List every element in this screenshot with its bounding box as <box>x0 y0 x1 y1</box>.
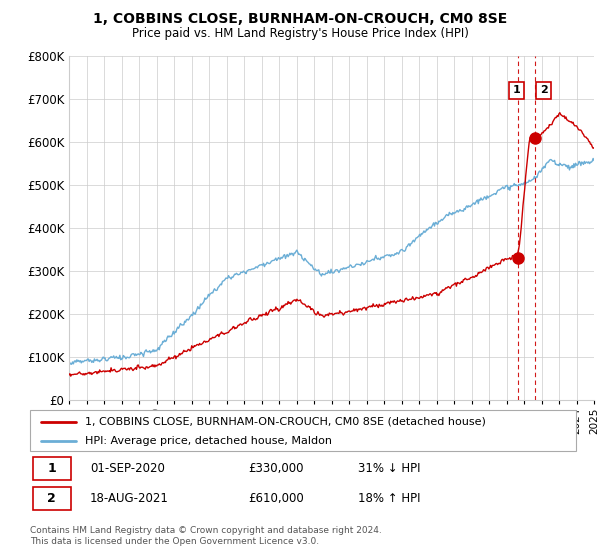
Text: 01-SEP-2020: 01-SEP-2020 <box>90 461 165 475</box>
Text: 1: 1 <box>512 86 520 95</box>
Text: 1, COBBINS CLOSE, BURNHAM-ON-CROUCH, CM0 8SE: 1, COBBINS CLOSE, BURNHAM-ON-CROUCH, CM0… <box>93 12 507 26</box>
Text: 1, COBBINS CLOSE, BURNHAM-ON-CROUCH, CM0 8SE (detached house): 1, COBBINS CLOSE, BURNHAM-ON-CROUCH, CM0… <box>85 417 485 427</box>
Text: Price paid vs. HM Land Registry's House Price Index (HPI): Price paid vs. HM Land Registry's House … <box>131 27 469 40</box>
Text: 31% ↓ HPI: 31% ↓ HPI <box>358 461 420 475</box>
FancyBboxPatch shape <box>33 456 71 480</box>
Text: 18-AUG-2021: 18-AUG-2021 <box>90 492 169 505</box>
Text: 18% ↑ HPI: 18% ↑ HPI <box>358 492 420 505</box>
Text: Contains HM Land Registry data © Crown copyright and database right 2024.
This d: Contains HM Land Registry data © Crown c… <box>30 526 382 546</box>
FancyBboxPatch shape <box>30 410 576 451</box>
Text: £330,000: £330,000 <box>248 461 304 475</box>
Text: 1: 1 <box>47 461 56 475</box>
Text: 2: 2 <box>47 492 56 505</box>
Text: 2: 2 <box>540 86 547 95</box>
Text: HPI: Average price, detached house, Maldon: HPI: Average price, detached house, Mald… <box>85 436 332 446</box>
Text: £610,000: £610,000 <box>248 492 304 505</box>
FancyBboxPatch shape <box>33 487 71 510</box>
